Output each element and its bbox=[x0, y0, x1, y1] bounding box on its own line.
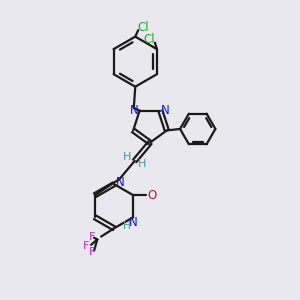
Text: N: N bbox=[161, 104, 170, 117]
Text: O: O bbox=[148, 189, 157, 202]
Text: H: H bbox=[138, 159, 146, 170]
Text: Cl: Cl bbox=[144, 33, 155, 46]
Text: F: F bbox=[83, 241, 90, 251]
Text: H: H bbox=[123, 220, 130, 230]
Text: F: F bbox=[89, 247, 95, 257]
Text: H: H bbox=[123, 152, 131, 162]
Text: N: N bbox=[130, 104, 139, 117]
Text: N: N bbox=[129, 216, 138, 229]
Text: Cl: Cl bbox=[138, 21, 149, 34]
Text: N: N bbox=[116, 176, 124, 189]
Text: F: F bbox=[89, 232, 95, 242]
